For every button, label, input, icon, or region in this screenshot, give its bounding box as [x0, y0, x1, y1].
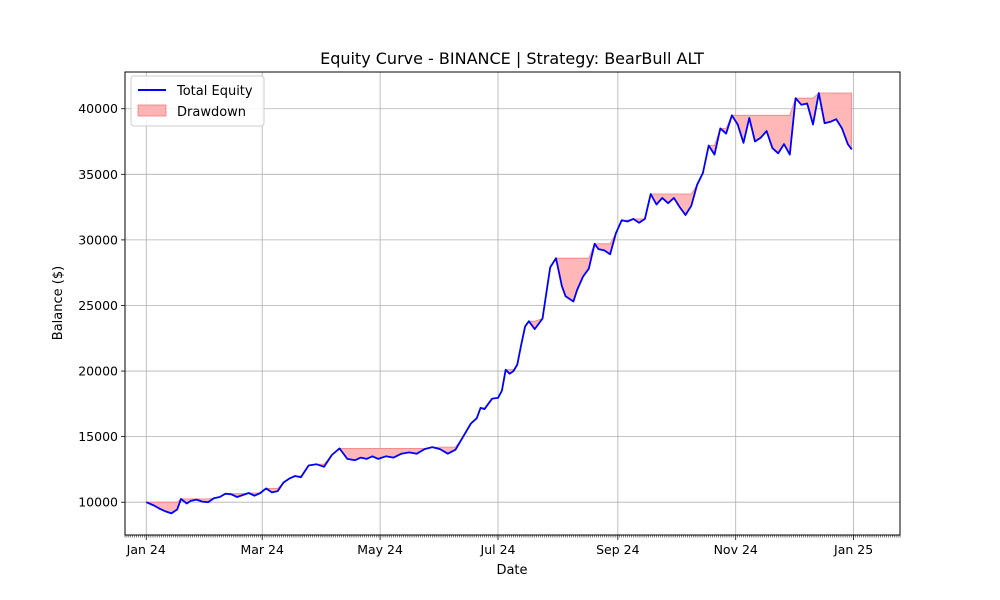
- drawdown-area: [146, 92, 853, 514]
- y-tick-label: 30000: [78, 232, 118, 247]
- x-tick-label: Sep 24: [596, 542, 639, 557]
- x-tick-label: Jul 24: [480, 542, 516, 557]
- drawdown-fill: [146, 92, 853, 514]
- y-tick-label: 40000: [78, 101, 118, 116]
- equity-line-group: [145, 92, 853, 515]
- chart-title: Equity Curve - BINANCE | Strategy: BearB…: [320, 49, 704, 68]
- y-tick-label: 10000: [78, 495, 118, 510]
- plot-area-border: [124, 71, 901, 536]
- y-tick-label: 15000: [78, 429, 118, 444]
- x-tick-label: Jan 25: [833, 542, 873, 557]
- plot-frame: [124, 71, 901, 536]
- legend-drawdown-label: Drawdown: [177, 105, 246, 120]
- x-tick-label: May 24: [357, 542, 403, 557]
- legend: Total Equity Drawdown: [130, 75, 265, 127]
- equity-line: [145, 92, 853, 515]
- legend-drawdown-swatch: [137, 104, 167, 117]
- y-tick-label: 35000: [78, 167, 118, 182]
- y-axis-ticks: 10000 15000 20000 25000 30000 35000 40000: [78, 101, 125, 510]
- legend-equity-label: Total Equity: [176, 84, 253, 99]
- grid: [125, 72, 900, 535]
- y-tick-label: 20000: [78, 364, 118, 379]
- x-tick-label: Nov 24: [714, 542, 758, 557]
- x-tick-label: Mar 24: [240, 542, 284, 557]
- x-tick-label: Jan 24: [126, 542, 166, 557]
- y-axis-title: Balance ($): [51, 266, 66, 340]
- x-axis-title: Date: [496, 563, 527, 578]
- y-tick-label: 25000: [78, 298, 118, 313]
- x-axis-ticks: Jan 24 Mar 24 May 24 Jul 24 Sep 24 Nov 24 Jan …: [124, 535, 901, 557]
